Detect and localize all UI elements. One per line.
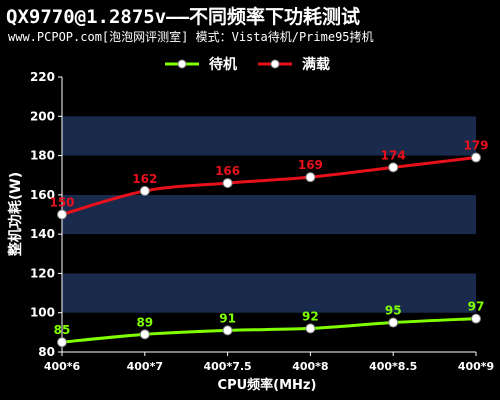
x-tick-label: 400*7.5 xyxy=(203,360,251,373)
data-point xyxy=(139,185,150,196)
x-tick-label: 400*7 xyxy=(127,360,163,373)
x-tick-label: 400*8 xyxy=(292,360,328,373)
y-tick-label: 80 xyxy=(38,345,55,359)
data-point xyxy=(222,178,233,189)
data-label: 150 xyxy=(49,196,74,210)
x-axis-label: CPU频率(MHz) xyxy=(218,377,317,393)
x-tick-label: 400*6 xyxy=(44,360,81,373)
legend-marker xyxy=(270,59,280,69)
data-label: 179 xyxy=(463,139,488,153)
y-tick-label: 220 xyxy=(30,70,55,84)
data-point xyxy=(57,337,67,348)
chart-title: QX9770@1.2875v——不同频率下功耗测试 xyxy=(6,6,361,28)
data-label: 97 xyxy=(468,300,485,314)
data-label: 85 xyxy=(54,323,71,337)
data-point xyxy=(471,313,481,324)
data-point xyxy=(388,162,399,173)
data-label: 162 xyxy=(132,172,157,186)
legend-marker xyxy=(177,59,187,69)
plot-band xyxy=(62,312,476,352)
x-tick-label: 400*9 xyxy=(458,360,494,373)
data-label: 95 xyxy=(385,304,402,318)
x-tick-labels: 400*6 400*7 400*7.5 400*8 400*8.5 400*9 xyxy=(44,352,494,373)
series-line xyxy=(61,317,477,344)
data-point xyxy=(222,325,233,336)
data-label: 89 xyxy=(136,315,153,329)
y-tick-label: 120 xyxy=(30,266,55,280)
y-tick-label: 140 xyxy=(30,227,55,241)
data-label: 174 xyxy=(381,148,406,162)
plot-band xyxy=(62,273,476,313)
data-point xyxy=(139,329,150,340)
data-point xyxy=(305,172,316,183)
data-point xyxy=(388,317,399,328)
y-tick-label: 180 xyxy=(30,149,55,163)
plot-band xyxy=(62,194,476,235)
data-label: 91 xyxy=(219,311,236,325)
data-labels: 85 89 91 92 95 97 150 162 166 169 174 179 xyxy=(49,139,488,338)
chart-subtitle: www.PCPOP.com[泡泡网评测室] 模式：Vista待机/Prime95… xyxy=(8,30,374,44)
data-label: 166 xyxy=(215,164,240,178)
y-tick-label: 200 xyxy=(30,109,55,123)
data-point xyxy=(305,323,316,334)
series-line xyxy=(61,156,477,216)
series-lines xyxy=(61,156,477,344)
data-point xyxy=(57,209,67,220)
plot-band xyxy=(62,116,476,156)
plot-band xyxy=(62,77,476,117)
plot-bands xyxy=(62,77,476,352)
plot-band xyxy=(62,155,476,195)
legend: 待机 满载 xyxy=(165,56,330,73)
y-tick-labels: 80 100 120 140 160 180 200 220 xyxy=(30,70,62,359)
data-points xyxy=(57,152,481,348)
data-label: 92 xyxy=(302,309,319,323)
plot-band xyxy=(62,234,476,274)
x-tick-label: 400*8.5 xyxy=(369,360,417,373)
data-point xyxy=(471,152,481,163)
y-tick-label: 160 xyxy=(30,188,55,202)
y-tick-label: 100 xyxy=(30,306,55,320)
data-label: 169 xyxy=(298,158,323,172)
legend-label: 待机 xyxy=(209,56,237,73)
legend-label: 满载 xyxy=(302,56,330,73)
y-axis-label: 整机功耗(W) xyxy=(7,172,24,257)
